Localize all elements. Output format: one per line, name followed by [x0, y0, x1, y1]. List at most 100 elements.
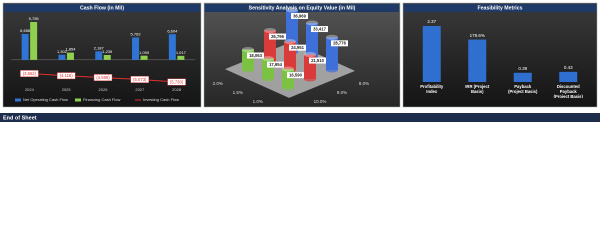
bar — [103, 55, 111, 60]
data-label: 28,776 — [333, 41, 346, 46]
panel — [402, 2, 598, 108]
label-box — [269, 33, 286, 40]
data-label: (5,073) — [133, 77, 147, 82]
x-tick-label: 2026 — [99, 87, 109, 92]
x-tick-label: Profitability Index — [420, 84, 444, 94]
footer-text: End of Sheet — [3, 115, 37, 121]
label-box — [309, 57, 326, 64]
cylinder-top — [262, 56, 274, 62]
data-label: 179.6% — [470, 33, 485, 38]
bar — [168, 34, 176, 60]
data-label: 2,187 — [94, 45, 105, 50]
bar — [559, 71, 578, 82]
chart-title: Sensitivity Analysis on Equity Value (in… — [249, 6, 356, 12]
label-box — [130, 76, 150, 83]
bar — [21, 34, 29, 60]
data-label: 18,063 — [249, 53, 262, 58]
data-label: 16,590 — [289, 72, 302, 77]
x-tick-label-box: Discounted Payback (Project Basis) — [554, 84, 583, 98]
x-tick-label: 2027 — [135, 87, 145, 92]
cylinder — [262, 56, 274, 82]
panel-header — [404, 4, 596, 12]
cylinder-top — [242, 46, 254, 52]
chart-title: Feasibility Metrics — [478, 6, 523, 12]
bar — [422, 26, 441, 82]
data-label: (3,552) — [23, 71, 37, 76]
data-label: 36,969 — [293, 13, 306, 18]
page: End of Sheet Cash Flow (in Mil) 6,658 1,30… — [0, 2, 600, 122]
cylinder — [242, 46, 254, 73]
label-box — [247, 52, 264, 59]
legend-label: Investing Cash Flow — [143, 97, 179, 102]
label-box — [331, 40, 348, 47]
legend-label: Financing Cash Flow — [83, 97, 120, 102]
panel-header — [205, 4, 399, 12]
cylinder-top — [286, 7, 298, 13]
legend-swatch — [15, 98, 21, 102]
legend-label: 9.0% — [337, 90, 347, 95]
data-label: 21,510 — [311, 58, 324, 63]
data-label: 0.43 — [564, 65, 573, 70]
x-tick-label: Payback (Project Basis) — [508, 84, 538, 94]
data-label: 1,302 — [57, 49, 68, 54]
data-label: 1,854 — [65, 47, 76, 52]
label-box — [93, 74, 113, 81]
legend-label: 8.0% — [359, 81, 369, 86]
data-label: 1,235 — [102, 49, 113, 54]
data-label: 24,951 — [291, 45, 304, 50]
label-box — [57, 72, 76, 80]
x-tick-label-box: Profitability Index — [420, 84, 444, 94]
bar — [468, 39, 487, 82]
bar — [66, 52, 74, 60]
bar — [132, 37, 140, 60]
chart-title: Cash Flow (in Mil) — [80, 6, 124, 12]
cylinder-top — [282, 66, 294, 72]
label-box — [289, 44, 306, 51]
bar — [30, 22, 38, 60]
bar — [58, 54, 66, 60]
footer-bar — [0, 113, 600, 122]
cylinder-top — [326, 34, 338, 40]
bar — [95, 51, 103, 60]
legend-label: Net Operating Cash Flow — [23, 97, 68, 102]
panel-header — [4, 4, 200, 12]
x-tick-label: IRR (Project Basis) — [465, 84, 490, 94]
data-label: (4,118) — [60, 73, 74, 78]
data-label: 0.39 — [518, 66, 527, 71]
x-tick-label: 1.5% — [233, 90, 243, 95]
x-tick-label: 2028 — [172, 87, 182, 92]
bar — [140, 55, 148, 60]
data-label: (5,730) — [170, 79, 184, 84]
cylinder-top — [264, 28, 276, 34]
data-label: 1,059 — [139, 50, 150, 55]
x-tick-label: 1.0% — [253, 99, 263, 104]
x-tick-label-box: Payback (Project Basis) — [508, 84, 538, 94]
data-label: (4,589) — [96, 75, 110, 80]
x-tick-label: 2024 — [25, 87, 35, 92]
bar — [286, 10, 298, 52]
label-box — [287, 72, 304, 79]
label-box — [167, 78, 186, 86]
data-label: 9,755 — [29, 16, 40, 21]
data-label: 2.37 — [427, 19, 436, 24]
cylinder — [304, 52, 316, 82]
bar — [177, 55, 185, 60]
dashboard: End of Sheet Cash Flow (in Mil) 6,658 1,30… — [0, 2, 600, 122]
data-label: 17,954 — [269, 62, 282, 67]
data-label: 1,017 — [176, 50, 187, 55]
label-box — [267, 61, 284, 68]
legend-swatch — [75, 98, 81, 102]
data-label: 6,604 — [167, 28, 178, 33]
data-label: 33,417 — [313, 26, 326, 31]
x-tick-label: 2.0% — [213, 81, 223, 86]
label-box — [291, 13, 308, 19]
bar — [513, 72, 532, 82]
data-label: 6,658 — [20, 28, 31, 33]
bar — [306, 23, 318, 61]
cylinder — [282, 66, 294, 91]
x-tick-label-box: IRR (Project Basis) — [465, 84, 490, 94]
data-label: 5,762 — [131, 32, 142, 37]
cylinder-top — [304, 52, 316, 58]
x-tick-label: 2025 — [62, 87, 72, 92]
legend-label: 10.0% — [314, 99, 327, 104]
